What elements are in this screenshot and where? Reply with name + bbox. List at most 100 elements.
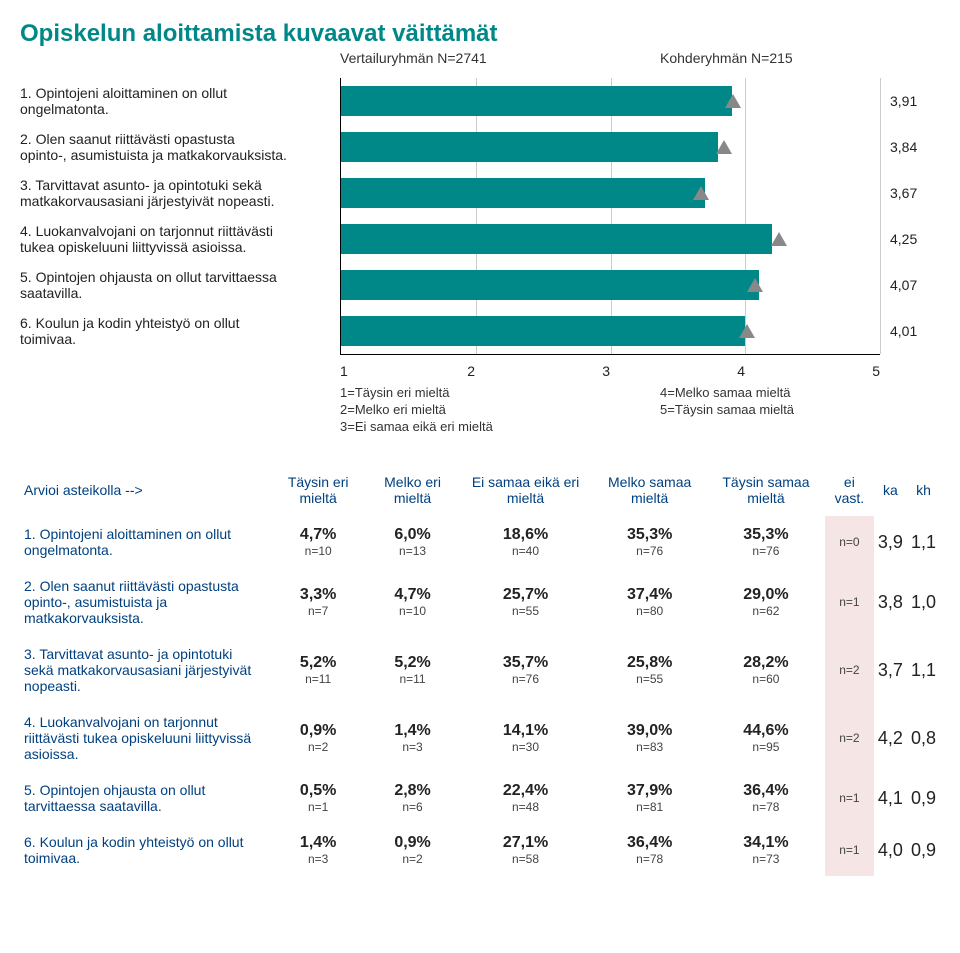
chart-bar	[341, 86, 732, 116]
legend-item: 4=Melko samaa mieltä	[660, 385, 940, 400]
cell-percent: 27,1%	[463, 834, 589, 852]
cell-percent: 29,0%	[711, 586, 821, 604]
table-cell: 0,9%n=2	[366, 824, 458, 876]
table-cell: 34,1%n=73	[707, 824, 825, 876]
chart-label-line: opinto-, asumistuista ja matkakorvauksis…	[20, 147, 330, 163]
table-cell: 44,6%n=95	[707, 704, 825, 772]
x-axis: 12345	[20, 363, 940, 379]
cell-n: n=3	[274, 852, 362, 866]
cell-n: n=30	[463, 740, 589, 754]
cell-n: n=48	[463, 800, 589, 814]
cell-percent: 39,0%	[596, 722, 703, 740]
cell-percent: 1,4%	[274, 834, 362, 852]
cell-n: n=60	[711, 672, 821, 686]
cell-n: n=6	[370, 800, 454, 814]
triangle-marker-icon	[771, 232, 787, 246]
cell-percent: 35,7%	[463, 654, 589, 672]
cell-percent: 37,9%	[596, 782, 703, 800]
table-cell: 4,7%n=10	[270, 516, 366, 568]
table-cell: 0,9%n=2	[270, 704, 366, 772]
table-cell: 28,2%n=60	[707, 636, 825, 704]
chart-label-line: 5. Opintojen ohjausta on ollut tarvittae…	[20, 269, 330, 285]
table-cell: 4,7%n=10	[366, 568, 458, 636]
cell-eivast: n=2	[825, 704, 874, 772]
table-cell: 36,4%n=78	[592, 824, 707, 876]
grid-line	[880, 78, 881, 354]
table-row-label: 4. Luokanvalvojani on tarjonnut riittävä…	[20, 704, 270, 772]
cell-percent: 4,7%	[274, 526, 362, 544]
cell-n: n=13	[370, 544, 454, 558]
cell-n: n=2	[370, 852, 454, 866]
cell-n: n=78	[596, 852, 703, 866]
cell-eivast: n=0	[825, 516, 874, 568]
legend-item: 2=Melko eri mieltä	[340, 402, 660, 417]
chart-value-label: 3,84	[890, 124, 940, 170]
cell-percent: 22,4%	[463, 782, 589, 800]
chart-row-label: 3. Tarvittavat asunto- ja opintotuki sek…	[20, 170, 340, 216]
chart-bar	[341, 316, 745, 346]
cell-percent: 25,7%	[463, 586, 589, 604]
table-column-header: Ei samaa eikä eri mieltä	[459, 464, 593, 516]
cell-n: n=1	[274, 800, 362, 814]
cell-n: n=7	[274, 604, 362, 618]
table-cell: 39,0%n=83	[592, 704, 707, 772]
x-tick-label: 3	[475, 363, 610, 379]
cell-kh: 0,9	[907, 772, 940, 824]
cell-percent: 6,0%	[370, 526, 454, 544]
cell-n: n=76	[596, 544, 703, 558]
chart-row-label: 5. Opintojen ohjausta on ollut tarvittae…	[20, 262, 340, 308]
cell-eivast: n=2	[825, 636, 874, 704]
legend-item: 1=Täysin eri mieltä	[340, 385, 660, 400]
chart-row-label: 2. Olen saanut riittävästi opastustaopin…	[20, 124, 340, 170]
cell-n: n=95	[711, 740, 821, 754]
chart-label-line: ongelmatonta.	[20, 101, 330, 117]
cell-ka: 4,0	[874, 824, 907, 876]
cell-percent: 5,2%	[370, 654, 454, 672]
subtitle-row: Vertailuryhmän N=2741 Kohderyhmän N=215	[20, 50, 940, 66]
chart-bar-row	[341, 124, 880, 170]
chart-bar-row	[341, 216, 880, 262]
cell-ka: 3,9	[874, 516, 907, 568]
triangle-marker-icon	[716, 140, 732, 154]
table-cell: 2,8%n=6	[366, 772, 458, 824]
chart-bar	[341, 224, 772, 254]
cell-percent: 36,4%	[596, 834, 703, 852]
cell-percent: 36,4%	[711, 782, 821, 800]
table-cell: 37,9%n=81	[592, 772, 707, 824]
cell-n: n=81	[596, 800, 703, 814]
cell-n: n=58	[463, 852, 589, 866]
table-column-header: kh	[907, 464, 940, 516]
table-row-label: 1. Opintojeni aloittaminen on ollut onge…	[20, 516, 270, 568]
table-cell: 3,3%n=7	[270, 568, 366, 636]
chart-bar-row	[341, 78, 880, 124]
chart-value-label: 4,25	[890, 216, 940, 262]
cell-kh: 1,1	[907, 516, 940, 568]
table-cell: 22,4%n=48	[459, 772, 593, 824]
x-tick-label: 2	[340, 363, 475, 379]
cell-percent: 44,6%	[711, 722, 821, 740]
table-cell: 1,4%n=3	[366, 704, 458, 772]
x-tick-label: 5	[745, 363, 880, 379]
chart-bar	[341, 270, 759, 300]
cell-percent: 35,3%	[596, 526, 703, 544]
table-cell: 36,4%n=78	[707, 772, 825, 824]
chart-bar	[341, 178, 705, 208]
data-table: Arvioi asteikolla -->Täysin eri mieltäMe…	[20, 464, 940, 876]
cell-n: n=76	[463, 672, 589, 686]
cell-eivast: n=1	[825, 772, 874, 824]
cell-kh: 0,8	[907, 704, 940, 772]
triangle-marker-icon	[725, 94, 741, 108]
cell-percent: 18,6%	[463, 526, 589, 544]
cell-n: n=2	[274, 740, 362, 754]
table-cell: 6,0%n=13	[366, 516, 458, 568]
cell-percent: 28,2%	[711, 654, 821, 672]
bar-chart: 1. Opintojeni aloittaminen on ollutongel…	[20, 78, 940, 355]
chart-label-line: toimivaa.	[20, 331, 330, 347]
table-column-header: ei vast.	[825, 464, 874, 516]
cell-n: n=11	[274, 672, 362, 686]
cell-n: n=3	[370, 740, 454, 754]
table-column-header: Melko samaa mieltä	[592, 464, 707, 516]
chart-label-line: 3. Tarvittavat asunto- ja opintotuki sek…	[20, 177, 330, 193]
chart-label-line: 2. Olen saanut riittävästi opastusta	[20, 131, 330, 147]
cell-percent: 25,8%	[596, 654, 703, 672]
